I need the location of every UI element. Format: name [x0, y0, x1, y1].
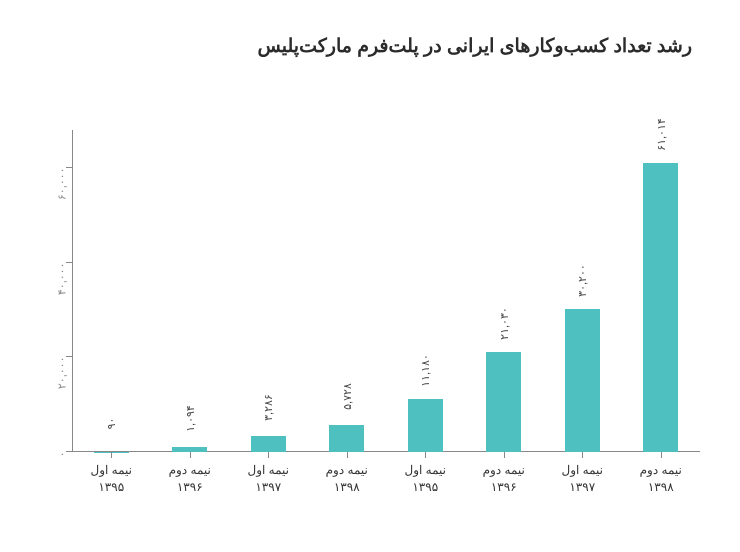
bar-slot: ۵,۷۲۸نیمه دوم۱۳۹۸ — [308, 130, 387, 452]
bar-slot: ۳۰,۲۰۰نیمه اول۱۳۹۷ — [543, 130, 622, 452]
bars-group: ۹۰نیمه اول۱۳۹۵۱,۰۹۴نیمه دوم۱۳۹۶۳,۲۸۶نیمه… — [72, 130, 700, 452]
x-label-line1: نیمه دوم — [151, 462, 230, 479]
x-label-line1: نیمه اول — [543, 462, 622, 479]
bar-slot: ۱,۰۹۴نیمه دوم۱۳۹۶ — [151, 130, 230, 452]
x-tick-label: نیمه اول۱۳۹۷ — [229, 452, 308, 496]
x-tick-label: نیمه دوم۱۳۹۶ — [151, 452, 230, 496]
bar-slot: ۱۱,۱۸۰نیمه اول۱۳۹۵ — [386, 130, 465, 452]
bar-value-label: ۱۱,۱۸۰ — [419, 331, 432, 410]
x-label-line2: ۱۳۹۸ — [308, 479, 387, 496]
x-label-line2: ۱۳۹۷ — [543, 479, 622, 496]
x-label-line2: ۱۳۹۷ — [229, 479, 308, 496]
y-tick-label: ۲۰,۰۰۰ — [56, 357, 69, 397]
bar — [565, 309, 600, 452]
bar-value-label: ۳۰,۲۰۰ — [576, 241, 589, 320]
x-label-line1: نیمه دوم — [622, 462, 701, 479]
x-tick-label: نیمه دوم۱۳۹۸ — [622, 452, 701, 496]
x-tick-label: نیمه دوم۱۳۹۸ — [308, 452, 387, 496]
x-label-line2: ۱۳۹۵ — [386, 479, 465, 496]
x-label-line1: نیمه اول — [229, 462, 308, 479]
bar-slot: ۲۱,۰۳۰نیمه دوم۱۳۹۶ — [465, 130, 544, 452]
x-tick-label: نیمه اول۱۳۹۵ — [386, 452, 465, 496]
y-tick-label: ۶۰,۰۰۰ — [56, 167, 69, 207]
bar-value-label: ۱,۰۹۴ — [183, 379, 196, 458]
bar-value-label: ۲۱,۰۳۰ — [497, 285, 510, 364]
bar-value-label: ۵,۷۲۸ — [340, 357, 353, 436]
chart-container: رشد تعداد کسب‌وکارهای ایرانی در پلت‌فرم … — [0, 0, 740, 552]
x-label-line2: ۱۳۹۶ — [151, 479, 230, 496]
x-tick-label: نیمه دوم۱۳۹۶ — [465, 452, 544, 496]
bar-value-label: ۳,۲۸۶ — [262, 369, 275, 448]
y-tick-label: ۴۰,۰۰۰ — [56, 262, 69, 302]
bar-value-label: ۹۰ — [105, 384, 118, 463]
chart-title: رشد تعداد کسب‌وکارهای ایرانی در پلت‌فرم … — [48, 35, 692, 58]
bar — [486, 352, 521, 452]
x-label-line2: ۱۳۹۶ — [465, 479, 544, 496]
bar — [643, 163, 678, 452]
bar-slot: ۶۱,۰۱۴نیمه دوم۱۳۹۸ — [622, 130, 701, 452]
x-label-line1: نیمه دوم — [465, 462, 544, 479]
x-label-line1: نیمه اول — [72, 462, 151, 479]
x-label-line2: ۱۳۹۵ — [72, 479, 151, 496]
bar-slot: ۳,۲۸۶نیمه اول۱۳۹۷ — [229, 130, 308, 452]
plot-area: ۰۲۰,۰۰۰۴۰,۰۰۰۶۰,۰۰۰ ۹۰نیمه اول۱۳۹۵۱,۰۹۴ن… — [72, 130, 700, 452]
bar-value-label: ۶۱,۰۱۴ — [654, 95, 667, 174]
x-label-line1: نیمه اول — [386, 462, 465, 479]
bar-slot: ۹۰نیمه اول۱۳۹۵ — [72, 130, 151, 452]
x-tick-label: نیمه اول۱۳۹۵ — [72, 452, 151, 496]
x-tick-label: نیمه اول۱۳۹۷ — [543, 452, 622, 496]
x-label-line2: ۱۳۹۸ — [622, 479, 701, 496]
x-label-line1: نیمه دوم — [308, 462, 387, 479]
y-tick-label: ۰ — [56, 452, 69, 492]
